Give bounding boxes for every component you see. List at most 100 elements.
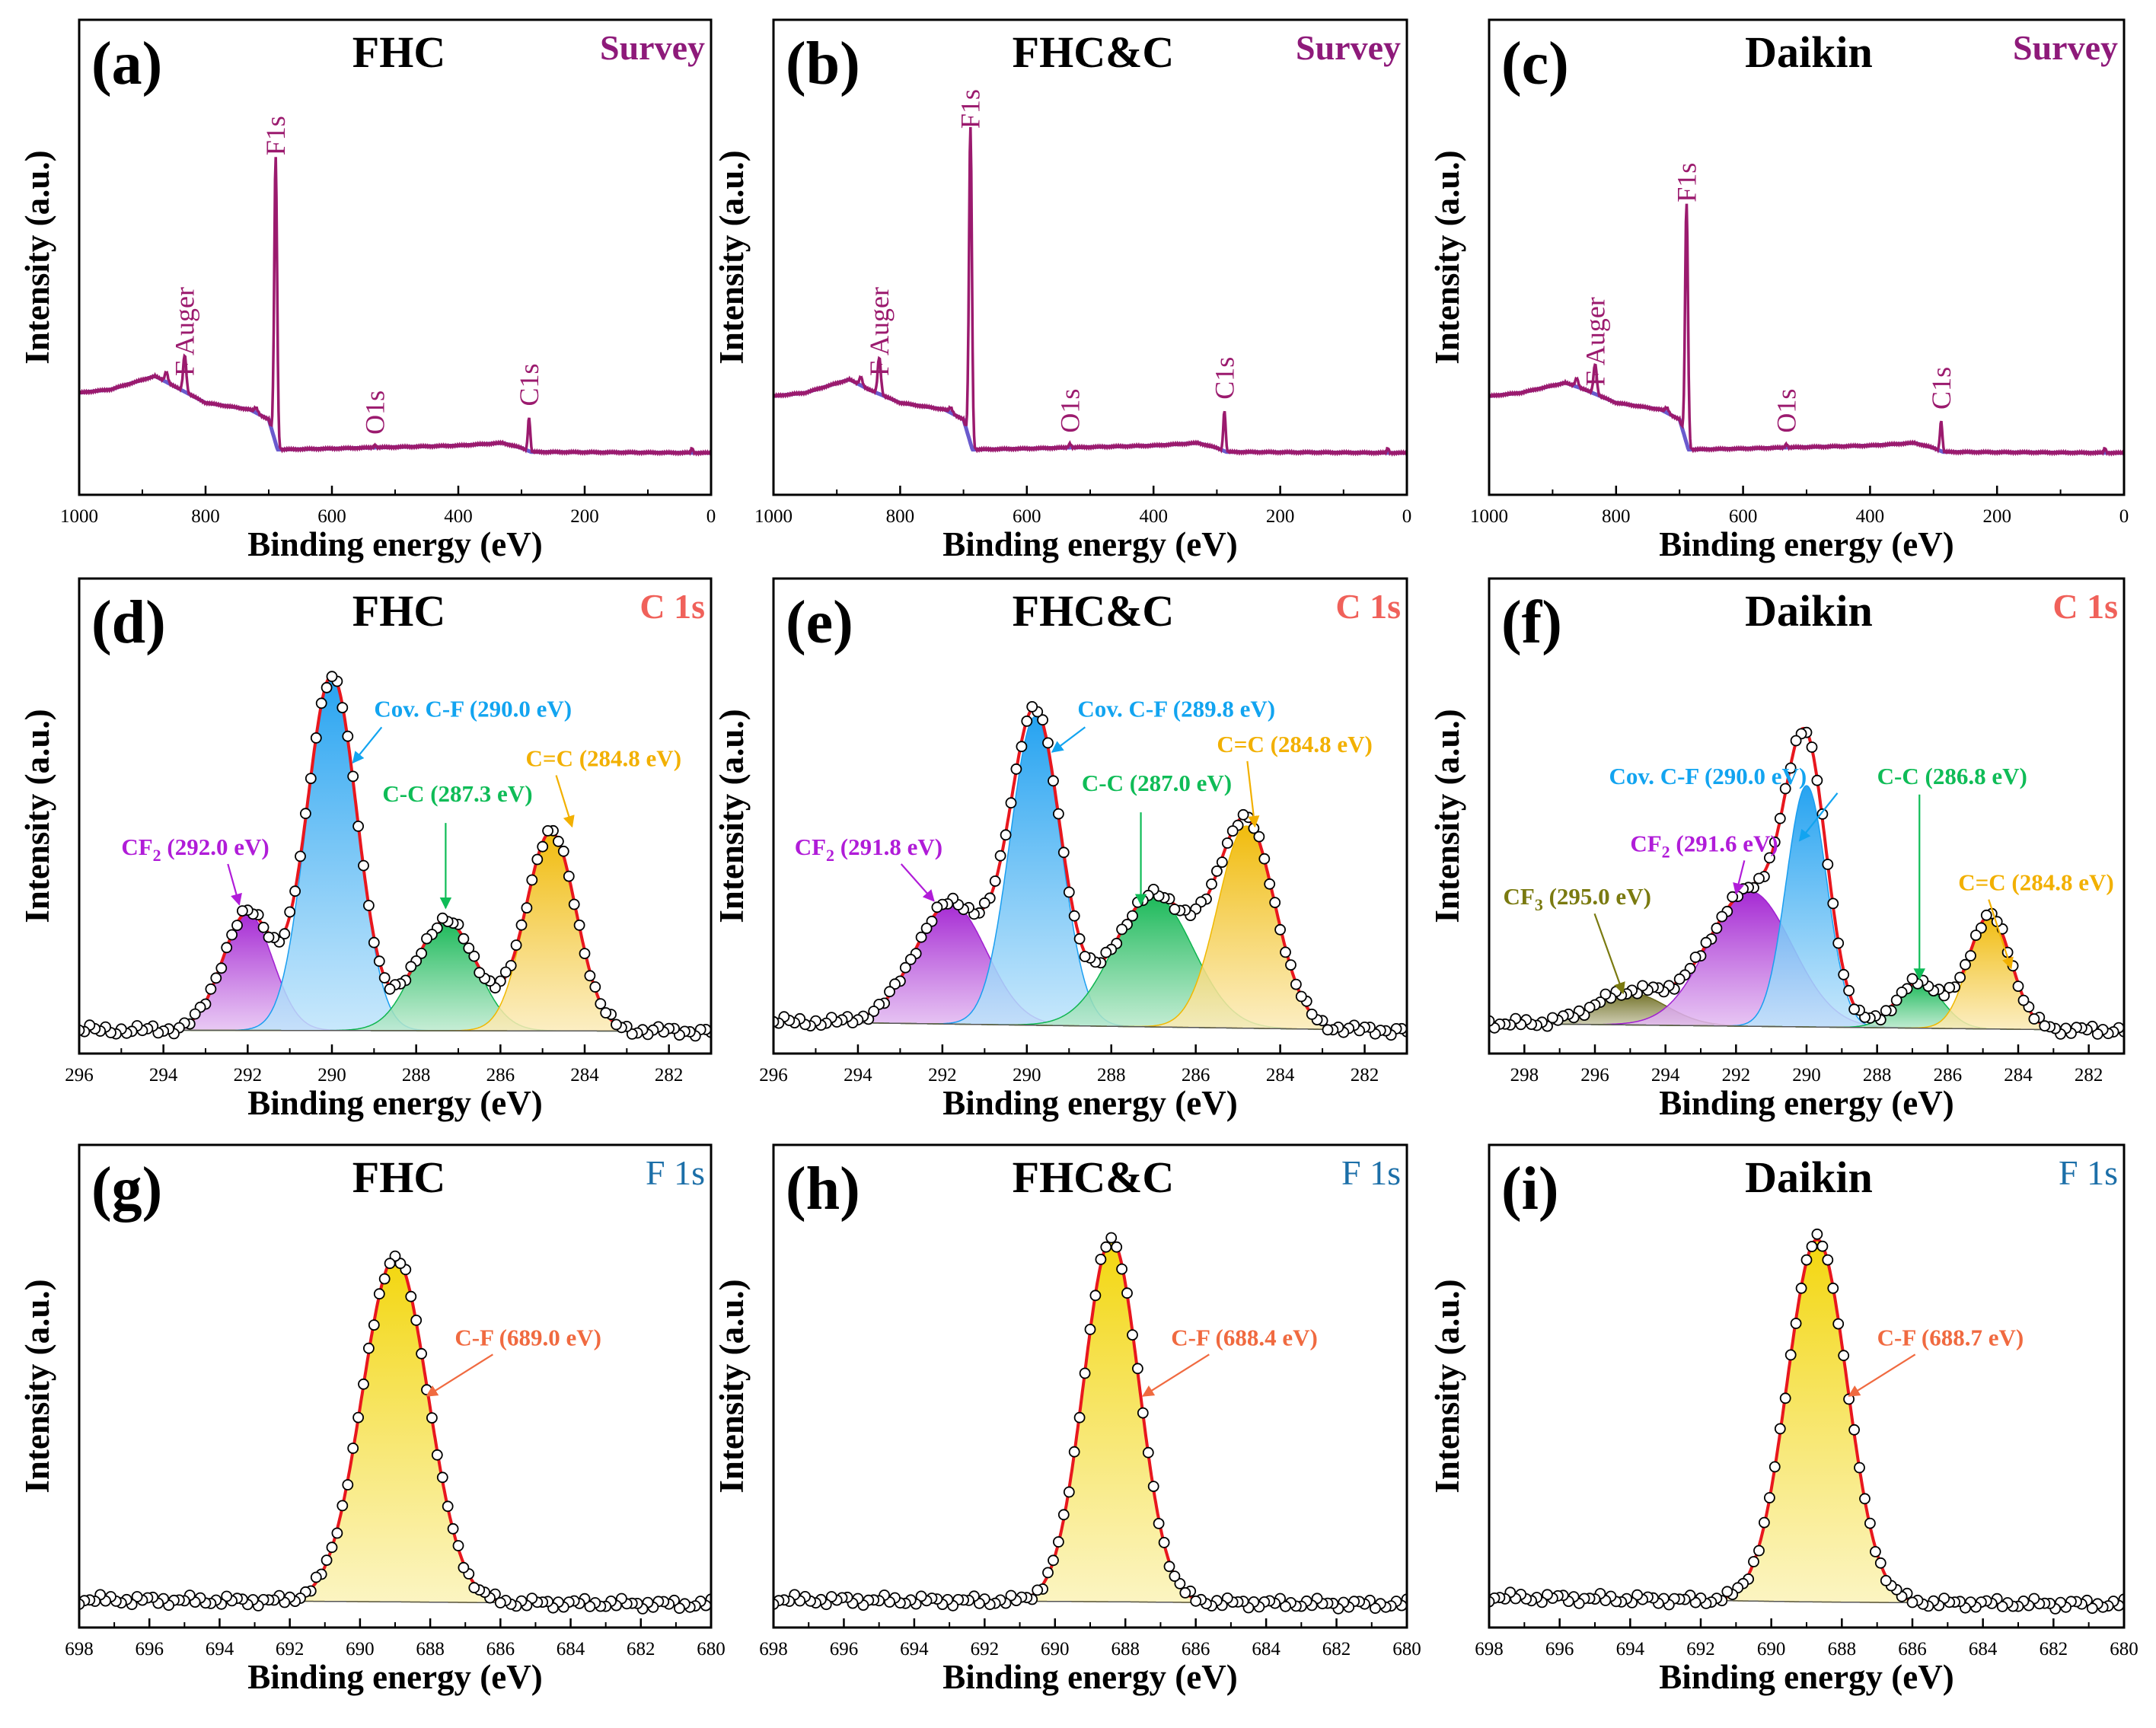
- data-point: [494, 1597, 506, 1608]
- data-point: [1542, 1589, 1553, 1601]
- data-point: [1906, 973, 1918, 985]
- data-point: [1063, 886, 1075, 898]
- data-point: [1779, 1392, 1791, 1404]
- data-point: [1211, 866, 1223, 877]
- data-point: [1996, 1600, 2008, 1612]
- data-point: [1806, 741, 1818, 753]
- survey-spectrum-line: [79, 157, 711, 457]
- data-point: [2091, 1028, 2103, 1040]
- data-point: [1153, 1518, 1165, 1529]
- x-tick-label: 200: [1266, 506, 1295, 527]
- label-rest: (292.0 eV): [161, 834, 270, 860]
- data-point: [1026, 701, 1038, 713]
- data-point: [205, 983, 217, 995]
- data-point: [1137, 1407, 1149, 1419]
- data-point: [221, 1590, 233, 1602]
- region-label: Survey: [1296, 28, 1401, 67]
- data-point: [1890, 994, 1902, 1006]
- data-point: [584, 970, 596, 982]
- data-point: [1042, 1567, 1054, 1579]
- component-label: C=C (284.8 eV): [526, 745, 681, 772]
- data-point: [1127, 1329, 1138, 1341]
- data-point: [553, 835, 564, 847]
- x-tick-label: 686: [486, 1639, 515, 1659]
- data-point: [1859, 1493, 1871, 1505]
- component-label: C-F (688.4 eV): [1171, 1324, 1318, 1350]
- data-point: [1089, 1290, 1102, 1302]
- x-tick-label: 684: [557, 1639, 585, 1659]
- data-point: [1869, 1546, 1881, 1557]
- data-point: [1147, 1481, 1159, 1492]
- data-point: [1790, 1318, 1802, 1329]
- panel-d: CF2 (292.0 eV) Cov. C-F (290.0 eV) C-C (28…: [18, 577, 713, 1122]
- component-label: CF3 (295.0 eV): [1504, 883, 1651, 914]
- data-point: [1084, 1324, 1096, 1335]
- sample-name: FHC&C: [1013, 586, 1175, 636]
- data-point: [336, 1500, 349, 1512]
- x-tick-label: 684: [1969, 1639, 1998, 1659]
- sample-name: Daikin: [1745, 586, 1873, 636]
- x-tick-label: 698: [65, 1639, 94, 1659]
- data-point: [1032, 1584, 1044, 1596]
- data-point: [1048, 775, 1059, 787]
- sample-name: FHC&C: [1013, 1153, 1175, 1202]
- data-point: [1854, 1462, 1865, 1474]
- panel-label: (e): [786, 589, 853, 656]
- data-point: [416, 1347, 427, 1360]
- data-point: [1711, 923, 1723, 934]
- annotation-arrow: [227, 863, 242, 906]
- data-point: [279, 928, 291, 940]
- annotation-arrow: [1733, 860, 1746, 895]
- region-label: Survey: [600, 28, 705, 67]
- data-point: [463, 942, 475, 954]
- data-point: [1944, 982, 1956, 993]
- region-label: C 1s: [639, 587, 705, 626]
- x-tick-label: 698: [759, 1639, 788, 1659]
- plot-area: [773, 1232, 1407, 1615]
- x-tick-label: 294: [844, 1065, 872, 1086]
- x-tick-label: 692: [276, 1639, 305, 1659]
- data-point: [600, 1007, 612, 1019]
- data-point: [431, 1449, 443, 1461]
- peak-label: F Auger: [1580, 297, 1610, 386]
- data-point: [1127, 910, 1138, 922]
- x-tick-label: 800: [191, 506, 220, 527]
- panel-label: (g): [91, 1156, 162, 1223]
- data-point: [1864, 1517, 1876, 1529]
- data-point: [904, 954, 917, 965]
- data-point: [362, 900, 375, 911]
- data-point: [1290, 978, 1302, 990]
- y-axis-title: Intensity (a.u.): [713, 150, 751, 364]
- panel-label: (f): [1501, 589, 1562, 656]
- data-point: [1763, 852, 1775, 864]
- plot-area: [773, 126, 1407, 457]
- data-point: [915, 931, 927, 943]
- panel-i: C-F (688.7 eV) 698 696 694 692 690 688 686 684 68…: [1428, 1143, 2138, 1696]
- data-point: [563, 870, 575, 882]
- data-point: [1768, 836, 1781, 848]
- data-point: [1163, 1561, 1175, 1573]
- data-point: [1753, 872, 1765, 885]
- data-point: [1016, 741, 1028, 753]
- data-point: [79, 1599, 85, 1610]
- data-point: [568, 898, 580, 910]
- data-point: [1584, 1002, 1596, 1013]
- peak-label: O1s: [359, 391, 390, 435]
- data-point: [1880, 1574, 1892, 1586]
- data-point: [1774, 1423, 1786, 1435]
- x-tick-label: 400: [1856, 506, 1885, 527]
- data-point: [1073, 933, 1086, 945]
- data-point: [915, 1590, 927, 1602]
- data-point: [331, 1527, 343, 1539]
- x-tick-label: 690: [1041, 1639, 1070, 1659]
- plot-frame: [772, 18, 1408, 496]
- component-label: CF2 (292.0 eV): [121, 834, 269, 865]
- x-tick-label: 1000: [1470, 506, 1508, 527]
- data-point: [626, 1028, 638, 1040]
- data-point: [321, 681, 333, 693]
- panel-a: F Auger F1s O1s C1s 1000 800 600 400 200 0 Binding…: [18, 18, 716, 563]
- data-point: [1021, 716, 1033, 727]
- x-tick-label: 200: [570, 506, 599, 527]
- data-point: [595, 998, 607, 1009]
- data-point: [1969, 929, 1982, 941]
